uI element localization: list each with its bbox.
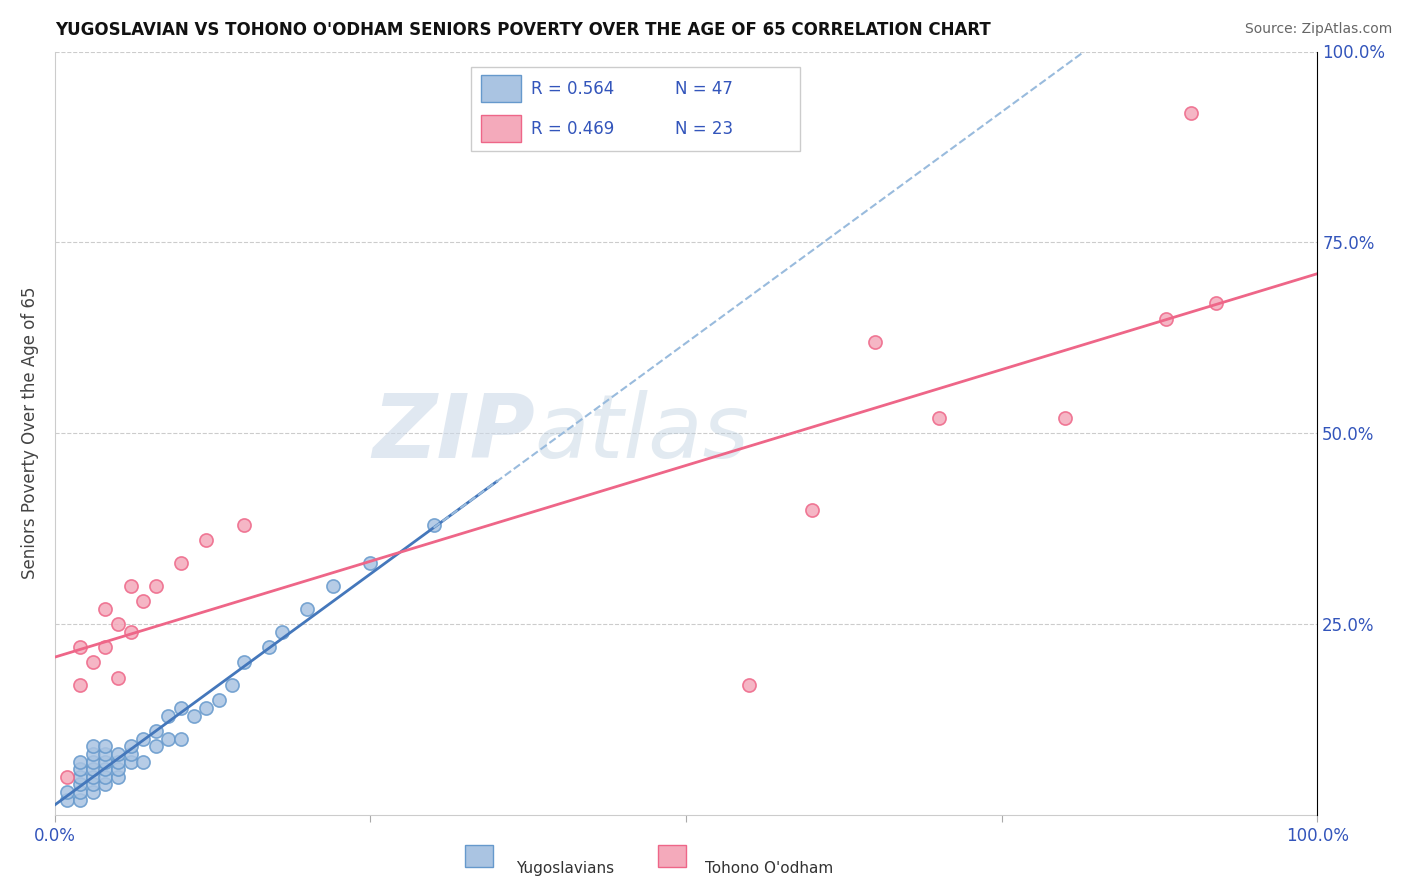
Point — [69, 755, 91, 769]
Point — [145, 723, 167, 738]
Point — [928, 411, 950, 425]
Point — [107, 747, 129, 761]
Point — [69, 770, 91, 784]
Point — [82, 739, 104, 754]
Point — [94, 602, 117, 616]
Point — [208, 693, 231, 707]
Point — [233, 655, 256, 669]
Point — [94, 770, 117, 784]
Point — [157, 731, 180, 746]
Point — [259, 640, 281, 654]
Point — [322, 579, 344, 593]
Point — [69, 785, 91, 799]
Point — [132, 731, 155, 746]
Point — [297, 602, 319, 616]
Text: Source: ZipAtlas.com: Source: ZipAtlas.com — [1244, 22, 1392, 37]
Point — [107, 671, 129, 685]
Point — [82, 785, 104, 799]
Point — [1053, 411, 1076, 425]
Text: YUGOSLAVIAN VS TOHONO O'ODHAM SENIORS POVERTY OVER THE AGE OF 65 CORRELATION CHA: YUGOSLAVIAN VS TOHONO O'ODHAM SENIORS PO… — [55, 21, 991, 39]
Point — [120, 739, 142, 754]
Point — [738, 678, 761, 692]
Point — [56, 770, 79, 784]
Point — [120, 624, 142, 639]
Point — [107, 762, 129, 776]
Text: ZIP: ZIP — [371, 390, 534, 476]
Text: Yugoslavians: Yugoslavians — [516, 861, 614, 876]
Point — [195, 533, 218, 548]
Point — [107, 770, 129, 784]
Point — [56, 793, 79, 807]
Point — [1180, 105, 1202, 120]
FancyBboxPatch shape — [658, 846, 686, 867]
Point — [56, 785, 79, 799]
Point — [157, 708, 180, 723]
Point — [82, 762, 104, 776]
Point — [94, 762, 117, 776]
Point — [1205, 296, 1227, 310]
Point — [69, 777, 91, 791]
Point — [82, 770, 104, 784]
Point — [94, 777, 117, 791]
Point — [69, 793, 91, 807]
Point — [801, 502, 824, 516]
Point — [359, 556, 381, 570]
Point — [422, 517, 444, 532]
Point — [145, 739, 167, 754]
Point — [94, 755, 117, 769]
Point — [170, 701, 193, 715]
Point — [865, 334, 887, 349]
Point — [82, 655, 104, 669]
Point — [94, 640, 117, 654]
Point — [82, 755, 104, 769]
Point — [120, 755, 142, 769]
Point — [132, 594, 155, 608]
Point — [170, 731, 193, 746]
Point — [221, 678, 243, 692]
Point — [69, 678, 91, 692]
Y-axis label: Seniors Poverty Over the Age of 65: Seniors Poverty Over the Age of 65 — [21, 287, 39, 580]
Text: Tohono O'odham: Tohono O'odham — [704, 861, 834, 876]
Point — [82, 747, 104, 761]
Point — [120, 579, 142, 593]
Point — [183, 708, 205, 723]
Point — [1154, 311, 1177, 326]
Point — [145, 579, 167, 593]
Point — [69, 640, 91, 654]
Text: atlas: atlas — [534, 390, 749, 476]
FancyBboxPatch shape — [465, 846, 494, 867]
Point — [107, 755, 129, 769]
Point — [233, 517, 256, 532]
Point — [132, 755, 155, 769]
Point — [170, 556, 193, 570]
Point — [271, 624, 294, 639]
Point — [69, 762, 91, 776]
Point — [120, 747, 142, 761]
Point — [195, 701, 218, 715]
Point — [94, 739, 117, 754]
Point — [94, 747, 117, 761]
Point — [82, 777, 104, 791]
Point — [107, 617, 129, 632]
